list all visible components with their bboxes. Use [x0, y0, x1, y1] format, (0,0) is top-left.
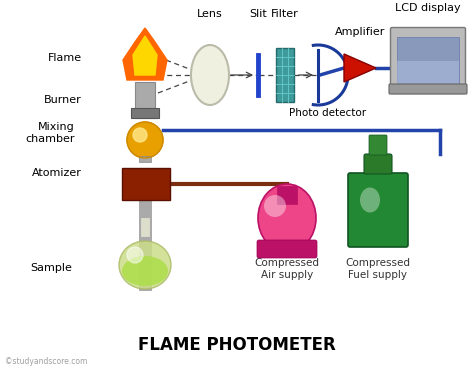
Polygon shape: [344, 54, 376, 82]
FancyBboxPatch shape: [140, 217, 150, 237]
Circle shape: [127, 247, 143, 263]
FancyBboxPatch shape: [348, 173, 408, 247]
Ellipse shape: [258, 184, 316, 252]
Circle shape: [127, 122, 163, 158]
Text: Compressed
Air supply: Compressed Air supply: [255, 258, 319, 280]
Ellipse shape: [264, 195, 286, 217]
FancyBboxPatch shape: [257, 240, 317, 258]
Text: Burner: Burner: [44, 95, 82, 105]
Text: LCD display: LCD display: [395, 3, 461, 13]
Text: Amplifier: Amplifier: [335, 27, 385, 37]
FancyBboxPatch shape: [389, 84, 467, 94]
Text: Sample: Sample: [30, 263, 72, 273]
FancyBboxPatch shape: [391, 28, 465, 94]
Ellipse shape: [122, 256, 168, 286]
Text: Slit: Slit: [249, 9, 267, 19]
Text: Filter: Filter: [271, 9, 299, 19]
FancyBboxPatch shape: [135, 82, 155, 118]
Text: ©studyandscore.com: ©studyandscore.com: [5, 357, 87, 367]
Text: Flame: Flame: [48, 53, 82, 63]
FancyBboxPatch shape: [397, 61, 459, 85]
FancyBboxPatch shape: [397, 37, 459, 85]
FancyBboxPatch shape: [277, 186, 297, 204]
Ellipse shape: [191, 45, 229, 105]
FancyBboxPatch shape: [369, 135, 387, 155]
FancyBboxPatch shape: [131, 108, 159, 118]
Text: Mixing
chamber: Mixing chamber: [26, 122, 75, 144]
FancyBboxPatch shape: [122, 168, 170, 200]
Text: Atomizer: Atomizer: [32, 168, 82, 178]
FancyBboxPatch shape: [139, 156, 151, 162]
Text: Photo detector: Photo detector: [290, 108, 366, 118]
FancyBboxPatch shape: [364, 154, 392, 174]
Text: Compressed
Fuel supply: Compressed Fuel supply: [346, 258, 410, 280]
Ellipse shape: [119, 241, 171, 289]
Circle shape: [133, 128, 147, 142]
Ellipse shape: [360, 188, 380, 212]
Polygon shape: [133, 36, 157, 75]
Text: FLAME PHOTOMETER: FLAME PHOTOMETER: [138, 336, 336, 354]
Polygon shape: [123, 28, 167, 80]
FancyBboxPatch shape: [139, 200, 151, 290]
Text: Lens: Lens: [197, 9, 223, 19]
FancyBboxPatch shape: [276, 48, 294, 102]
